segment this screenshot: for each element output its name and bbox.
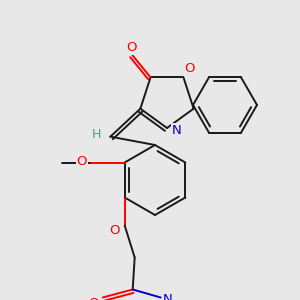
Text: N: N (163, 293, 172, 300)
Text: O: O (184, 62, 195, 75)
Text: N: N (172, 124, 182, 136)
Text: H: H (92, 128, 101, 141)
Text: O: O (76, 155, 87, 168)
Text: O: O (88, 297, 99, 300)
Text: O: O (126, 41, 137, 54)
Text: O: O (110, 224, 120, 237)
